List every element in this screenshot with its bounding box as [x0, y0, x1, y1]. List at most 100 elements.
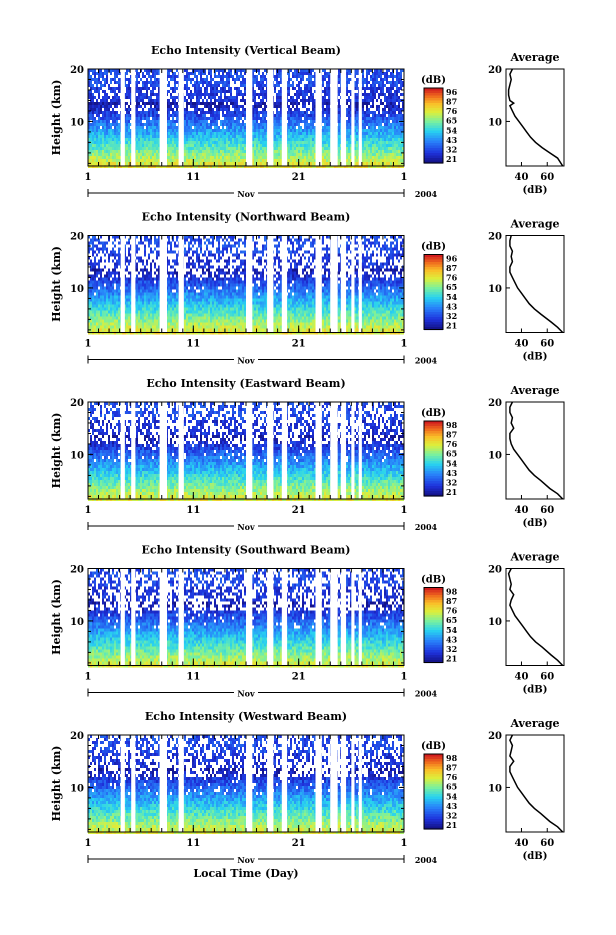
heatmap-cell [108, 144, 110, 147]
heatmap-cell [356, 114, 358, 117]
heatmap-cell [222, 156, 224, 159]
heatmap-cell [338, 87, 340, 90]
heatmap-cell [116, 72, 118, 75]
heatmap-cell [200, 96, 202, 99]
heatmap-cell [154, 126, 156, 129]
heatmap-cell [274, 141, 276, 144]
heatmap-cell [298, 135, 300, 138]
heatmap-cell [136, 72, 138, 75]
heatmap-cell [138, 153, 140, 156]
heatmap-cell [152, 72, 154, 75]
heatmap-cell [382, 78, 384, 81]
heatmap-cell [94, 245, 96, 248]
heatmap-cell [262, 111, 264, 114]
heatmap-cell [136, 87, 138, 90]
heatmap-cell [244, 129, 246, 132]
heatmap-cell [154, 102, 156, 105]
heatmap-cell [92, 320, 94, 323]
heatmap-cell [110, 159, 112, 162]
heatmap-cell [238, 138, 240, 141]
heatmap-cell [112, 159, 114, 162]
heatmap-cell [392, 132, 394, 135]
heatmap-cell [194, 150, 196, 153]
heatmap-cell [310, 114, 312, 117]
heatmap-cell [208, 141, 210, 144]
heatmap-cell [142, 135, 144, 138]
heatmap-cell [196, 132, 198, 135]
heatmap-cell [276, 147, 278, 150]
heatmap-cell [326, 111, 328, 114]
heatmap-cell [226, 144, 228, 147]
heatmap-cell [394, 93, 396, 96]
heatmap-cell [100, 153, 102, 156]
heatmap-cell [98, 317, 100, 320]
heatmap-cell [206, 105, 208, 108]
heatmap-cell [312, 135, 314, 138]
heatmap-cell [218, 138, 220, 141]
heatmap-cell [136, 117, 138, 120]
heatmap-cell [278, 153, 280, 156]
heatmap-cell [326, 150, 328, 153]
heatmap-cell [262, 159, 264, 162]
heatmap-cell [190, 159, 192, 162]
heatmap-cell [382, 126, 384, 129]
heatmap-cell [280, 129, 282, 132]
heatmap-cell [348, 135, 350, 138]
heatmap-cell [372, 141, 374, 144]
heatmap-cell [394, 105, 396, 108]
heatmap-cell [138, 117, 140, 120]
heatmap-cell [244, 132, 246, 135]
heatmap-cell [254, 156, 256, 159]
heatmap-cell [110, 90, 112, 93]
heatmap-cell [226, 162, 228, 165]
heatmap-cell [328, 78, 330, 81]
heatmap-cell [328, 150, 330, 153]
heatmap-cell [362, 147, 364, 150]
heatmap-cell [264, 153, 266, 156]
heatmap-cell [200, 153, 202, 156]
heatmap-cell [98, 242, 100, 245]
heatmap-cell [298, 87, 300, 90]
heatmap-cell [242, 162, 244, 165]
heatmap-cell [222, 123, 224, 126]
heatmap-cell [372, 147, 374, 150]
heatmap-cell [154, 162, 156, 165]
heatmap-cell [396, 144, 398, 147]
heatmap-cell [126, 93, 128, 96]
heatmap-cell [328, 114, 330, 117]
heatmap-cell [118, 123, 120, 126]
heatmap-cell [394, 156, 396, 159]
heatmap-cell [240, 156, 242, 159]
heatmap-cell [216, 162, 218, 165]
heatmap-cell [302, 129, 304, 132]
heatmap-cell [300, 144, 302, 147]
heatmap-cell [280, 150, 282, 153]
heatmap-cell [368, 99, 370, 102]
heatmap-cell [276, 96, 278, 99]
heatmap-cell [186, 126, 188, 129]
heatmap-cell [172, 156, 174, 159]
heatmap-cell [94, 123, 96, 126]
heatmap-cell [226, 156, 228, 159]
heatmap-cell [374, 114, 376, 117]
heatmap-cell [326, 138, 328, 141]
heatmap-cell [222, 72, 224, 75]
heatmap-cell [388, 141, 390, 144]
heatmap-cell [364, 99, 366, 102]
heatmap-cell [364, 126, 366, 129]
heatmap-cell [196, 138, 198, 141]
heatmap-cell [290, 123, 292, 126]
heatmap-cell [110, 144, 112, 147]
heatmap-cell [310, 138, 312, 141]
heatmap-cell [106, 123, 108, 126]
heatmap-cell [376, 135, 378, 138]
heatmap-cell [204, 117, 206, 120]
heatmap-cell [90, 278, 92, 281]
heatmap-cell [216, 84, 218, 87]
heatmap-cell [294, 108, 296, 111]
heatmap-cell [216, 156, 218, 159]
heatmap-cell [224, 132, 226, 135]
heatmap-cell [346, 114, 348, 117]
heatmap-cell [222, 129, 224, 132]
heatmap-cell [192, 102, 194, 105]
